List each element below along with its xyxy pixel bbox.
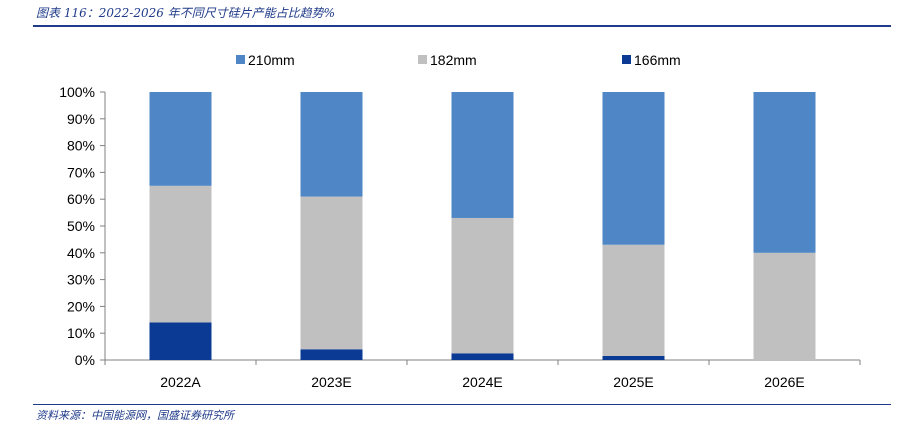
footer-rule xyxy=(33,404,891,405)
bar-166mm-2022A xyxy=(149,322,212,360)
y-tick-label: 10% xyxy=(67,325,95,341)
bar-210mm-2026E xyxy=(753,92,816,253)
bar-210mm-2024E xyxy=(451,92,514,218)
legend-label-166mm: 166mm xyxy=(634,52,681,68)
y-tick-label: 70% xyxy=(67,164,95,180)
y-tick-label: 30% xyxy=(67,272,95,288)
bar-166mm-2023E xyxy=(300,349,363,360)
y-tick-label: 0% xyxy=(75,352,95,368)
y-tick-label: 90% xyxy=(67,111,95,127)
bar-210mm-2022A xyxy=(149,92,212,186)
y-tick-label: 40% xyxy=(67,245,95,261)
bar-210mm-2023E xyxy=(300,92,363,197)
y-tick-label: 60% xyxy=(67,191,95,207)
y-tick-label: 50% xyxy=(67,218,95,234)
x-tick-label: 2023E xyxy=(311,374,351,390)
legend-swatch-182mm xyxy=(418,55,427,64)
bar-182mm-2025E xyxy=(602,244,665,356)
bar-182mm-2026E xyxy=(753,252,816,360)
bar-182mm-2024E xyxy=(451,217,514,354)
bar-182mm-2022A xyxy=(149,185,212,323)
legend-swatch-166mm xyxy=(622,55,631,64)
x-tick-label: 2025E xyxy=(613,374,653,390)
legend-swatch-210mm xyxy=(236,55,245,64)
bar-166mm-2024E xyxy=(451,353,514,360)
y-tick-label: 100% xyxy=(59,84,95,100)
y-tick-label: 80% xyxy=(67,138,95,154)
y-tick-label: 20% xyxy=(67,298,95,314)
chart-title: 图表 116：2022-2026 年不同尺寸硅片产能占比趋势% xyxy=(36,6,336,20)
bar-166mm-2025E xyxy=(602,355,665,360)
x-tick-label: 2026E xyxy=(764,374,804,390)
legend-label-182mm: 182mm xyxy=(430,52,477,68)
x-tick-label: 2024E xyxy=(462,374,502,390)
bar-182mm-2023E xyxy=(300,196,363,350)
legend-label-210mm: 210mm xyxy=(248,52,295,68)
header-rule xyxy=(33,25,891,27)
x-tick-label: 2022A xyxy=(160,374,201,390)
bar-210mm-2025E xyxy=(602,92,665,245)
source-note: 资料来源：中国能源网，国盛证券研究所 xyxy=(36,409,234,422)
